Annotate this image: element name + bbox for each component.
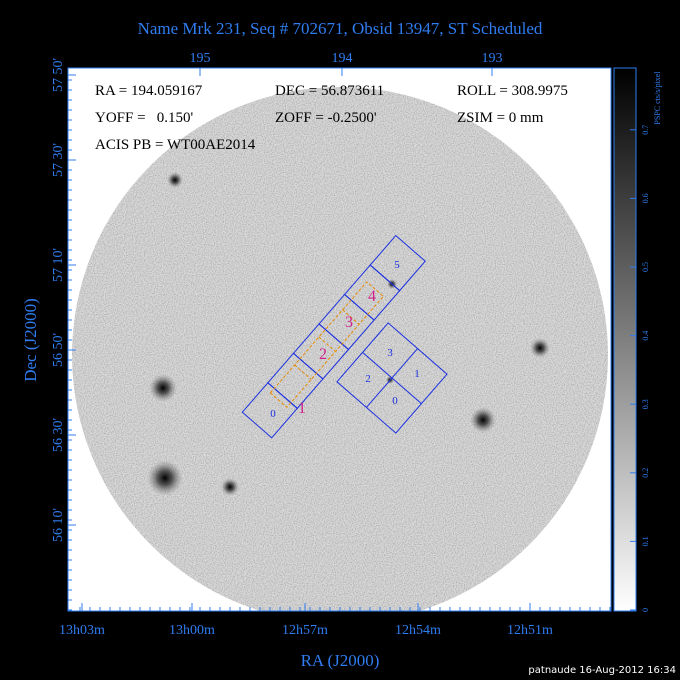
colorbar-tick-label: 0.7 bbox=[641, 125, 650, 135]
top-tick-label: 194 bbox=[332, 51, 353, 66]
left-tick-label: 56 50' bbox=[51, 333, 66, 367]
info: ZOFF = -0.2500' bbox=[275, 110, 377, 126]
colorbar-tick-label: 0.5 bbox=[641, 262, 650, 272]
info: DEC = 56.873611 bbox=[275, 83, 384, 99]
subarray-label: 3 bbox=[345, 314, 353, 331]
bottom-tick-label: 12h54m bbox=[395, 623, 441, 638]
chip-label: 0 bbox=[270, 408, 276, 420]
bottom-tick-label: 12h51m bbox=[507, 623, 553, 638]
top-tick-label: 195 bbox=[190, 51, 211, 66]
left-tick-label: 56 30' bbox=[51, 418, 66, 452]
i-array bbox=[336, 322, 448, 434]
bottom-tick-label: 12h57m bbox=[282, 623, 328, 638]
chip-label: 3 bbox=[387, 347, 393, 359]
sky-field bbox=[72, 87, 608, 611]
colorbar-tick-label: 0 bbox=[641, 608, 650, 612]
top-tick-label: 193 bbox=[482, 51, 503, 66]
info: YOFF = 0.150' bbox=[95, 110, 194, 126]
info: ACIS PB = WT00AE2014 bbox=[95, 137, 256, 153]
bottom-tick-label: 13h00m bbox=[169, 623, 215, 638]
chip-label: 5 bbox=[394, 259, 400, 271]
info: ZSIM = 0 mm bbox=[457, 110, 544, 126]
left-tick-label: 57 10' bbox=[51, 248, 66, 282]
colorbar-tick-label: 0.1 bbox=[641, 536, 650, 546]
colorbar-tick-label: 0.3 bbox=[641, 399, 650, 409]
bottom-tick-label: 13h03m bbox=[59, 623, 105, 638]
left-tick-label: 56 10' bbox=[51, 508, 66, 542]
tick-marks bbox=[68, 68, 611, 611]
subarray-label: 2 bbox=[319, 346, 327, 363]
chip-label: 0 bbox=[392, 395, 398, 407]
colorbar-title: PSPC cts/s/pixel bbox=[653, 71, 662, 125]
info: RA = 194.059167 bbox=[95, 83, 203, 99]
chip-label: 2 bbox=[365, 373, 371, 385]
colorbar-tick-label: 0.4 bbox=[641, 331, 650, 341]
footer: patnaude 16-Aug-2012 16:34 bbox=[528, 665, 676, 676]
x-axis-title: RA (J2000) bbox=[301, 651, 380, 670]
left-tick-label: 57 50' bbox=[51, 58, 66, 92]
colorbar-tick-label: 0.6 bbox=[641, 193, 650, 203]
colorbar-tick-label: 0.2 bbox=[641, 468, 650, 478]
subarray-label: 1 bbox=[298, 400, 306, 417]
y-axis-title: Dec (J2000) bbox=[21, 298, 40, 382]
colorbar bbox=[613, 67, 637, 612]
subarray-label: 4 bbox=[368, 288, 376, 305]
title: Name Mrk 231, Seq # 702671, Obsid 13947,… bbox=[138, 19, 543, 38]
chip-label: 1 bbox=[414, 368, 420, 380]
info: ROLL = 308.9975 bbox=[457, 83, 568, 99]
s-array bbox=[241, 234, 426, 439]
left-tick-label: 57 30' bbox=[51, 143, 66, 177]
